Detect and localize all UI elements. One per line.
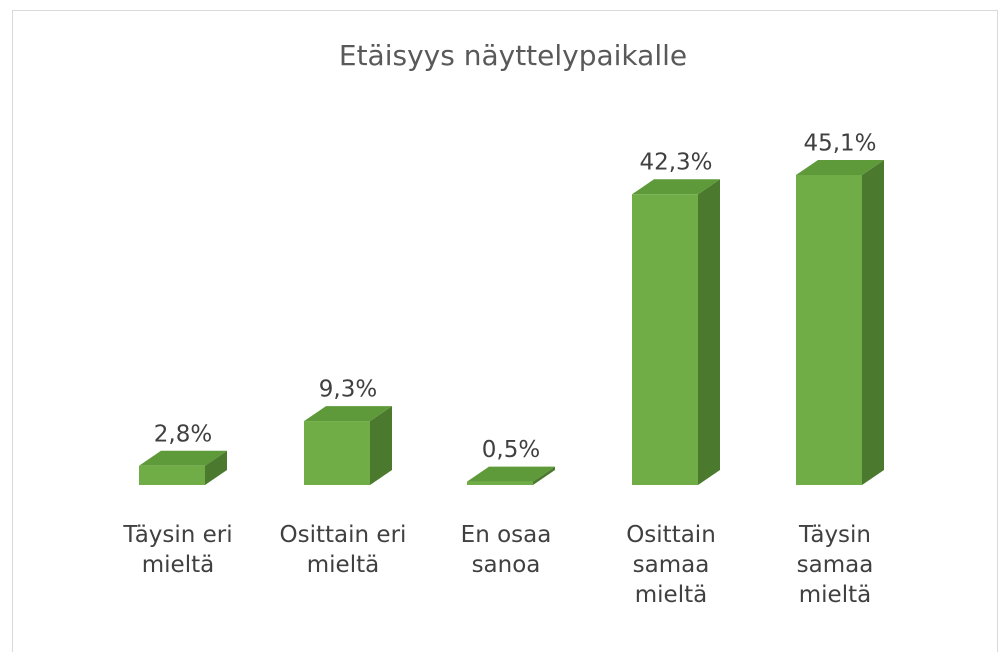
bar	[139, 465, 205, 485]
bar-side	[533, 466, 555, 485]
x-tick-label: En osaa sanoa	[460, 522, 552, 578]
data-label: 42,3%	[639, 150, 712, 176]
bar	[632, 194, 698, 485]
bar-side	[862, 160, 884, 485]
chart-border	[12, 10, 998, 652]
x-tick-label: Osittain eri mieltä	[279, 522, 407, 578]
data-label: 2,8%	[154, 421, 212, 447]
x-tick-label: Täysin eri mieltä	[123, 522, 233, 578]
data-label: 45,1%	[803, 131, 876, 157]
bar-top	[632, 179, 720, 195]
bar-top	[467, 466, 555, 482]
chart-title: Etäisyys näyttelypaikalle	[339, 39, 687, 72]
bar-top	[139, 450, 227, 466]
bar-side	[370, 406, 392, 485]
bar-top	[796, 160, 884, 175]
data-label: 9,3%	[319, 377, 377, 403]
bar	[796, 175, 862, 485]
bar-top	[304, 406, 392, 422]
bar-side	[698, 179, 720, 485]
x-tick-label: Osittain samaa mieltä	[626, 522, 716, 608]
x-tick-label: Täysin samaa mieltä	[796, 522, 874, 608]
bar-side	[205, 450, 227, 485]
bar	[467, 481, 533, 485]
bar	[304, 421, 370, 485]
data-label: 0,5%	[482, 437, 540, 463]
